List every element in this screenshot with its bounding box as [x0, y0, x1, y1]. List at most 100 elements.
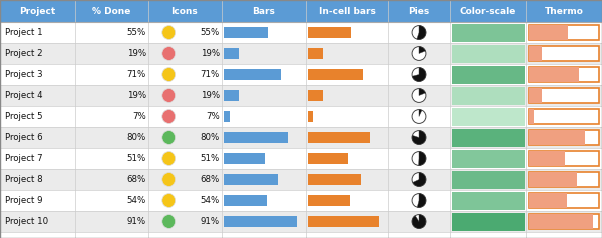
Ellipse shape — [162, 68, 176, 81]
Bar — [308, 216, 379, 227]
Circle shape — [412, 215, 426, 228]
Ellipse shape — [162, 173, 176, 186]
Bar — [529, 25, 599, 40]
Circle shape — [412, 152, 426, 165]
Bar — [529, 193, 567, 208]
Bar — [452, 192, 524, 209]
Text: 51%: 51% — [200, 154, 220, 163]
Bar — [529, 109, 599, 124]
Ellipse shape — [162, 47, 176, 60]
Bar — [529, 193, 599, 208]
Text: Project 10: Project 10 — [5, 217, 48, 226]
Text: 68%: 68% — [127, 175, 146, 184]
Text: Project 6: Project 6 — [5, 133, 43, 142]
Ellipse shape — [162, 89, 176, 102]
Wedge shape — [412, 215, 426, 228]
Bar — [529, 109, 534, 124]
Bar — [452, 24, 524, 41]
Ellipse shape — [162, 131, 176, 144]
Text: 7%: 7% — [206, 112, 220, 121]
Bar — [308, 69, 364, 80]
Wedge shape — [417, 25, 426, 40]
Wedge shape — [412, 68, 426, 81]
Bar — [0, 127, 602, 148]
Bar — [0, 22, 602, 43]
Text: 80%: 80% — [127, 133, 146, 142]
Bar — [308, 90, 323, 101]
Text: Project 7: Project 7 — [5, 154, 43, 163]
Bar — [452, 170, 524, 188]
Text: 80%: 80% — [200, 133, 220, 142]
Text: Icons: Icons — [172, 6, 199, 15]
Text: 71%: 71% — [127, 70, 146, 79]
Bar — [224, 48, 239, 59]
Text: 19%: 19% — [201, 91, 220, 100]
Bar — [0, 85, 602, 106]
Bar — [0, 64, 602, 85]
Text: 55%: 55% — [200, 28, 220, 37]
Text: In-cell bars: In-cell bars — [318, 6, 376, 15]
Wedge shape — [419, 109, 422, 116]
Bar — [529, 151, 565, 166]
Bar — [529, 130, 599, 145]
Circle shape — [412, 25, 426, 40]
Text: % Done: % Done — [92, 6, 131, 15]
Bar — [529, 172, 599, 187]
Ellipse shape — [162, 109, 176, 124]
Text: 71%: 71% — [200, 70, 220, 79]
Bar — [308, 195, 350, 206]
Ellipse shape — [162, 152, 176, 165]
Bar — [452, 149, 524, 168]
Text: 19%: 19% — [127, 91, 146, 100]
Wedge shape — [417, 193, 426, 208]
Bar — [452, 213, 524, 230]
Bar — [308, 111, 314, 122]
Text: 68%: 68% — [200, 175, 220, 184]
Text: Project 2: Project 2 — [5, 49, 43, 58]
Bar — [0, 0, 602, 22]
Ellipse shape — [162, 215, 176, 228]
Bar — [224, 27, 268, 38]
Text: 7%: 7% — [132, 112, 146, 121]
Wedge shape — [412, 131, 426, 144]
Ellipse shape — [162, 25, 176, 40]
Bar — [529, 88, 599, 103]
Bar — [529, 172, 577, 187]
Text: Project 4: Project 4 — [5, 91, 43, 100]
Text: 54%: 54% — [200, 196, 220, 205]
Bar — [529, 214, 599, 229]
Bar — [224, 132, 288, 143]
Text: Project 3: Project 3 — [5, 70, 43, 79]
Bar — [224, 216, 297, 227]
Bar — [529, 67, 579, 82]
Circle shape — [412, 173, 426, 186]
Bar — [452, 65, 524, 84]
Wedge shape — [419, 89, 426, 95]
Circle shape — [412, 89, 426, 102]
Wedge shape — [419, 47, 426, 54]
Bar — [529, 151, 599, 166]
Bar — [0, 43, 602, 64]
Bar — [0, 211, 602, 232]
Circle shape — [412, 193, 426, 208]
Text: 19%: 19% — [127, 49, 146, 58]
Bar — [308, 153, 348, 164]
Bar — [529, 46, 542, 61]
Bar — [224, 153, 265, 164]
Text: 55%: 55% — [127, 28, 146, 37]
Bar — [0, 148, 602, 169]
Bar — [452, 45, 524, 63]
Bar — [308, 132, 370, 143]
Bar — [224, 111, 229, 122]
Text: 91%: 91% — [201, 217, 220, 226]
Text: Pies: Pies — [408, 6, 430, 15]
Bar — [452, 129, 524, 147]
Bar — [308, 48, 323, 59]
Wedge shape — [413, 173, 426, 186]
Bar — [224, 90, 239, 101]
Text: Thermo: Thermo — [545, 6, 583, 15]
Bar — [529, 46, 599, 61]
Circle shape — [412, 131, 426, 144]
Bar — [529, 214, 593, 229]
Circle shape — [412, 47, 426, 60]
